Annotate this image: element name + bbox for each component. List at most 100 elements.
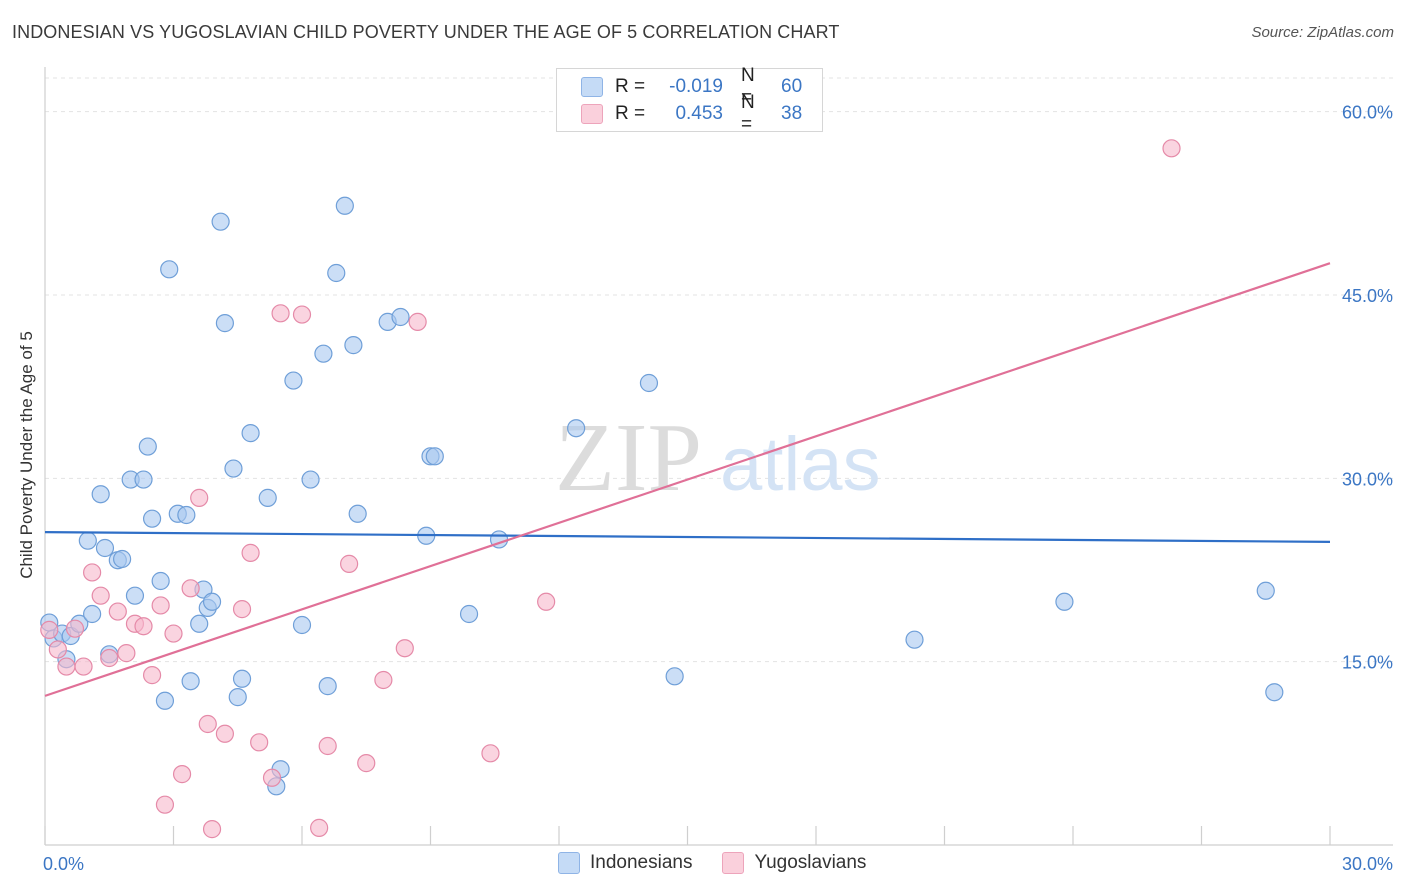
n-value-indonesians: 60 — [781, 76, 803, 97]
yugoslavians-point — [83, 563, 102, 582]
indonesians-point — [215, 314, 234, 333]
series-legend: Indonesians Yugoslavians — [558, 852, 896, 874]
indonesians-point — [228, 688, 247, 707]
indonesians-point — [1055, 592, 1074, 611]
indonesians-point — [224, 459, 243, 478]
yugoslavians-point — [48, 640, 67, 659]
yugoslavians-point — [40, 620, 59, 639]
indonesians-point — [284, 371, 303, 390]
indonesians-point — [292, 615, 312, 635]
y-tick-label: 60.0% — [1342, 103, 1393, 123]
yugoslavians-point — [481, 744, 500, 763]
indonesians-swatch — [581, 77, 603, 97]
indonesians-point — [318, 677, 337, 696]
yugoslavians-points — [40, 139, 1181, 839]
indonesians-point — [1265, 683, 1284, 702]
yugoslavians-point — [100, 648, 119, 668]
r-value-yugoslavians: 0.453 — [675, 103, 723, 124]
yugoslavians-point — [117, 644, 136, 663]
indonesians-point — [125, 586, 145, 605]
n-label: N = — [741, 65, 755, 108]
yugoslavians-point — [271, 304, 290, 323]
indonesians-point — [202, 592, 222, 611]
indonesians-point — [1256, 581, 1275, 600]
yugoslavians-point — [250, 733, 269, 752]
yugoslavians-point — [374, 670, 393, 690]
n-label: N = — [741, 92, 755, 135]
n-value-yugoslavians: 38 — [781, 103, 803, 124]
yugoslavians-point — [292, 305, 312, 324]
indonesians-point — [335, 196, 354, 215]
indonesians-point — [459, 604, 479, 624]
indonesians-point — [425, 447, 444, 466]
yugoslavians-trend-line — [44, 262, 1331, 697]
yugoslavians-point — [155, 795, 175, 814]
indonesians-point — [232, 669, 252, 688]
indonesians-point — [134, 470, 153, 489]
indonesians-point — [160, 260, 179, 279]
yugoslavians-point — [181, 579, 200, 598]
y-tick-label: 30.0% — [1342, 469, 1393, 489]
y-tick-label: 15.0% — [1342, 653, 1393, 673]
yugoslavians-point — [74, 657, 93, 676]
yugoslavians-point — [198, 714, 217, 734]
legend-item-yugoslavians: Yugoslavians — [722, 852, 866, 874]
trend-lines — [44, 262, 1331, 697]
yugoslavians-point — [142, 666, 162, 685]
indonesians-legend-swatch — [558, 852, 580, 874]
indonesians-point — [155, 691, 175, 710]
yugoslavians-point — [232, 600, 252, 619]
r-value-indonesians: -0.019 — [669, 76, 723, 97]
indonesians-point — [567, 419, 586, 438]
legend-row-indonesians: R = -0.019 N = 60 — [581, 65, 803, 108]
indonesians-trend-line — [44, 531, 1331, 543]
y-axis-label: Child Poverty Under the Age of 5 — [17, 331, 36, 579]
indonesians-points — [40, 196, 1284, 796]
y-tick-label: 45.0% — [1342, 286, 1393, 306]
indonesians-point — [639, 373, 659, 393]
yugoslavians-point — [357, 754, 376, 773]
indonesians-point — [301, 470, 320, 489]
yugoslavians-point — [241, 543, 260, 562]
yugoslavians-point — [202, 820, 222, 839]
x-tick-label: 30.0% — [1342, 854, 1393, 874]
yugoslavians-point — [151, 596, 170, 615]
indonesians-point — [142, 509, 162, 528]
yugoslavians-point — [395, 639, 414, 658]
watermark-atlas: atlas — [720, 422, 881, 507]
yugoslavians-point — [91, 586, 110, 605]
indonesians-point — [241, 424, 260, 443]
yugoslavians-point — [1162, 139, 1181, 158]
yugoslavians-point — [340, 554, 359, 573]
axes — [44, 67, 1393, 846]
yugoslavians-legend-swatch — [722, 852, 745, 874]
indonesians-point — [138, 437, 157, 456]
yugoslavians-point — [215, 724, 234, 743]
indonesians-point — [151, 571, 170, 591]
yugoslavians-point — [164, 624, 183, 643]
yugoslavians-point — [262, 768, 282, 787]
indonesians-point — [83, 604, 102, 624]
source-label: Source: ZipAtlas.com — [1251, 24, 1394, 41]
yugoslavians-point — [172, 765, 192, 784]
indonesians-point — [344, 336, 363, 355]
indonesians-point — [258, 488, 277, 507]
yugoslavians-point — [310, 818, 329, 837]
x-tick-label: 0.0% — [43, 854, 84, 874]
indonesians-point — [391, 307, 410, 327]
indonesians-point — [348, 504, 367, 523]
indonesians-point — [112, 549, 132, 569]
indonesians-point — [211, 212, 230, 231]
indonesians-point — [327, 263, 346, 283]
yugoslavians-point — [190, 488, 209, 507]
legend-item-indonesians: Indonesians — [558, 852, 692, 874]
indonesians-point — [190, 614, 209, 633]
yugoslavians-swatch — [581, 104, 603, 124]
indonesians-point — [91, 485, 110, 504]
yugoslavians-point — [537, 592, 556, 611]
indonesians-point — [78, 531, 97, 550]
chart-title: INDONESIAN VS YUGOSLAVIAN CHILD POVERTY … — [12, 22, 840, 42]
r-label: R = — [615, 103, 646, 124]
yugoslavians-point — [57, 657, 76, 676]
